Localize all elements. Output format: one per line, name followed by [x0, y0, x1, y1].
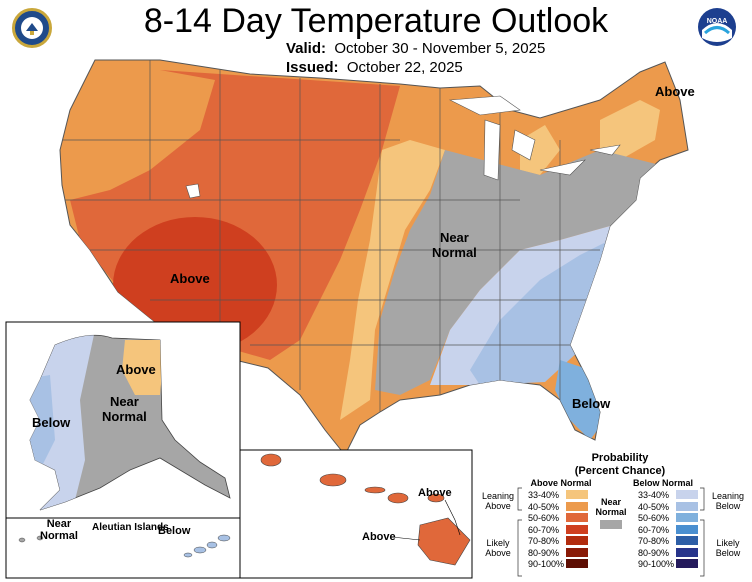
legend-above-swatch-0 [566, 490, 588, 499]
legend-near-header-line2: Normal [595, 507, 627, 517]
legend-above-range-5: 80-90% [528, 547, 560, 558]
legend-below-range-6: 90-100% [638, 559, 675, 569]
legend-below-swatch-3 [676, 524, 698, 534]
label-near-normal-line2: Normal [432, 245, 477, 260]
legend-above-range-4: 70-80% [528, 536, 560, 546]
label-alaska-below: Below [32, 415, 71, 430]
legend-title-line2: (Percent Chance) [574, 465, 666, 477]
label-near-normal: Near Normal [432, 230, 477, 260]
valid-label: Valid: [286, 40, 327, 57]
label-alaska-above: Above [116, 362, 156, 377]
label-aleutian-islands: Aleutian Islands [92, 522, 169, 533]
legend-below-swatch-2 [676, 513, 698, 522]
legend-above-range-1: 40-50% [528, 501, 560, 512]
legend-below-swatch-1 [676, 501, 698, 511]
map-title: 8-14 Day Temperature Outlook [143, 2, 609, 40]
label-near-normal-line1: Near [439, 230, 469, 245]
valid-dates: Valid: October 30 - November 5, 2025 [286, 40, 545, 57]
legend-above-swatch-5 [566, 547, 588, 557]
label-above-southwest: Above [170, 271, 210, 286]
legend-below-swatch-0 [676, 490, 698, 499]
legend-below-header: Below Normal [632, 478, 693, 488]
legend-likely-above: Likely Above [480, 538, 516, 558]
legend-title: Probability (Percent Chance) [560, 452, 680, 478]
legend-below-range-5: 80-90% [638, 547, 670, 558]
legend-near-header: Near Normal [592, 497, 630, 517]
aleutian-islands-shapes [183, 534, 231, 558]
legend-below-swatch-6 [676, 559, 698, 568]
legend-likely-above-1: Likely [486, 538, 510, 548]
label-aleutian-below: Below [158, 525, 191, 537]
noaa-logo-icon: NOAA [698, 8, 736, 46]
label-hawaii-above-2: Above [362, 531, 396, 543]
label-aleutian-near-line1: Near [46, 518, 72, 530]
legend-above-range-2: 50-60% [528, 513, 560, 523]
label-alaska-near-line1: Near [109, 394, 139, 409]
above-60-70-region [113, 217, 277, 353]
legend-above-header: Above Normal [530, 478, 592, 488]
legend-above-range-3: 60-70% [528, 524, 560, 535]
valid-value: October 30 - November 5, 2025 [334, 40, 546, 57]
issued-date: Issued: October 22, 2025 [286, 59, 463, 76]
department-of-commerce-seal-icon [12, 8, 52, 48]
hawaii-islands-shapes [260, 453, 471, 566]
legend-near-header-line1: Near [600, 497, 621, 507]
legend-likely-above-2: Above [485, 548, 511, 558]
label-hawaii-above-1: Above [418, 487, 452, 499]
legend-leaning-above-2: Above [485, 501, 511, 511]
legend-above-swatch-2 [566, 513, 588, 522]
legend-leaning-below: Leaning Below [708, 491, 748, 511]
legend-above-swatch-3 [566, 524, 588, 534]
legend-leaning-below-2: Below [715, 501, 741, 511]
label-aleutian-near-line2: Normal [40, 530, 78, 542]
issued-label: Issued: [286, 59, 339, 76]
great-lakes [185, 95, 621, 199]
state-boundaries [60, 60, 600, 415]
legend-leaning-above-1: Leaning [481, 491, 515, 501]
legend-likely-below: Likely Below [708, 538, 748, 558]
legend-below-swatch-5 [676, 547, 698, 557]
legend-below-range-2: 50-60% [638, 513, 670, 523]
above-33-40-band [340, 140, 445, 420]
issued-value: October 22, 2025 [346, 59, 463, 76]
legend-near-normal-swatch [600, 520, 622, 529]
hawaii-leader-lines [391, 499, 461, 541]
legend-below-range-4: 70-80% [638, 536, 670, 546]
legend-above-range-6: 90-100% [528, 559, 565, 569]
legend-below-range-0: 33-40% [638, 490, 670, 500]
label-alaska-near-line2: Normal [102, 409, 147, 424]
legend-below-range-3: 60-70% [638, 524, 670, 535]
alaska-above-region [122, 340, 165, 395]
label-aleutian-near-normal: Near Normal [40, 518, 78, 542]
legend-below-swatch-4 [676, 536, 698, 545]
legend-braces [517, 487, 705, 577]
legend-leaning-above: Leaning Above [480, 491, 516, 511]
legend-title-line1: Probability [591, 452, 649, 464]
legend-above-swatch-1 [566, 501, 588, 511]
above-33-40-ne-region [600, 100, 660, 160]
noaa-logo-text: NOAA [706, 18, 728, 25]
legend-likely-below-2: Below [715, 548, 741, 558]
label-alaska-near-normal: Near Normal [102, 394, 147, 424]
legend-likely-below-1: Likely [716, 538, 740, 548]
legend-above-swatch-6 [566, 559, 588, 568]
label-below-southeast: Below [572, 396, 611, 411]
legend-above-range-0: 33-40% [528, 490, 560, 500]
legend-above-swatch-4 [566, 536, 588, 545]
legend-below-range-1: 40-50% [638, 501, 670, 512]
legend-leaning-below-1: Leaning [711, 491, 745, 501]
near-normal-region [375, 150, 660, 395]
label-above-northeast: Above [655, 84, 695, 99]
